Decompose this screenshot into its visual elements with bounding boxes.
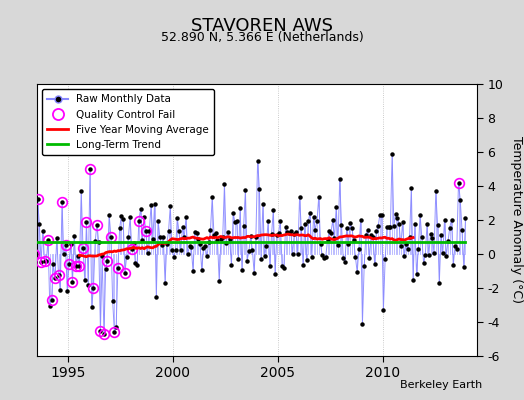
Text: Berkeley Earth: Berkeley Earth	[400, 380, 482, 390]
Text: 52.890 N, 5.366 E (Netherlands): 52.890 N, 5.366 E (Netherlands)	[161, 32, 363, 44]
Y-axis label: Temperature Anomaly (°C): Temperature Anomaly (°C)	[509, 136, 522, 304]
Legend: Raw Monthly Data, Quality Control Fail, Five Year Moving Average, Long-Term Tren: Raw Monthly Data, Quality Control Fail, …	[42, 89, 214, 155]
Text: STAVOREN AWS: STAVOREN AWS	[191, 17, 333, 35]
